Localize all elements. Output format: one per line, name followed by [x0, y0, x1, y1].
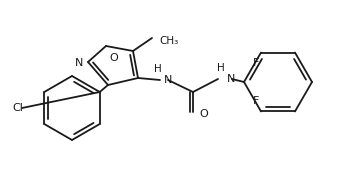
Text: CH₃: CH₃	[159, 36, 178, 46]
Text: N: N	[164, 75, 172, 85]
Text: N: N	[75, 58, 83, 68]
Text: O: O	[109, 53, 118, 63]
Text: H: H	[217, 63, 225, 73]
Text: O: O	[199, 109, 208, 119]
Text: N: N	[227, 74, 235, 84]
Text: Cl: Cl	[12, 103, 23, 113]
Text: H: H	[154, 64, 162, 74]
Text: F: F	[253, 58, 259, 67]
Text: F: F	[253, 96, 259, 107]
